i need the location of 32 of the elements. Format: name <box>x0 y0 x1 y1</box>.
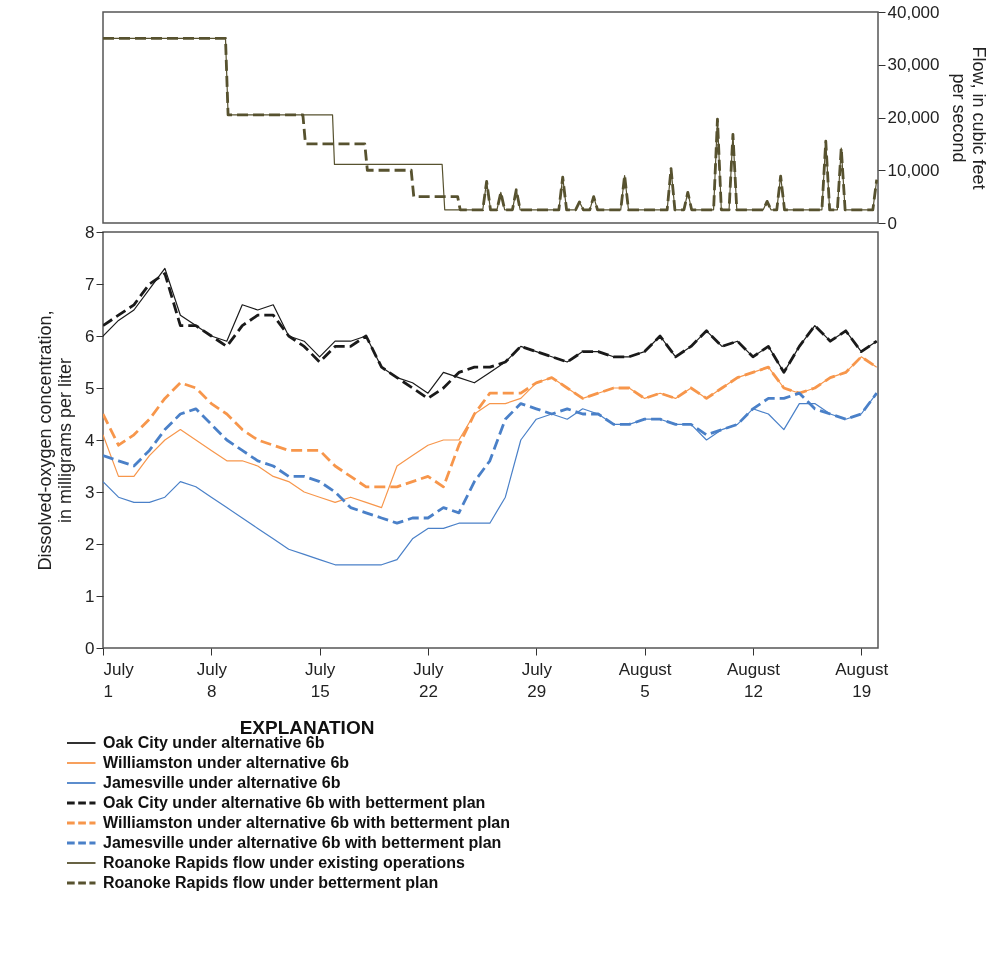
y-axis-title: Flow, in cubic feet per second <box>949 46 990 190</box>
y-tick-label: 6 <box>85 326 95 346</box>
legend-label: Williamston under alternative 6b <box>103 754 350 771</box>
x-tick-label: August 5 <box>618 659 672 701</box>
y-tick-label: 4 <box>85 430 95 450</box>
y-tick-label: 20,000 <box>887 108 940 127</box>
y-axis-title: Dissolved-oxygen concentration, in milligrams per liter <box>35 310 76 571</box>
y-tick-label: 5 <box>85 378 95 398</box>
y-tick-label: 1 <box>85 586 95 606</box>
y-tick-label: 2 <box>85 534 95 554</box>
y-tick-label: 0 <box>887 213 897 233</box>
legend-label: Oak City under alternative 6b with betterment plan <box>103 794 486 811</box>
y-tick-label: 0 <box>85 638 95 658</box>
text: Roanoke Rapids flow under existing operations <box>103 854 465 871</box>
legend-label: Oak City under alternative 6b <box>103 734 325 751</box>
y-tick-label: 8 <box>85 222 95 242</box>
x-tick-label: August 19 <box>835 659 889 701</box>
legend-label: Williamston under alternative 6b with betterment plan <box>103 814 511 831</box>
x-tick-label: July 1 <box>103 659 135 701</box>
text: Roanoke Rapids flow under betterment plan <box>103 874 439 891</box>
x-tick-label: July 29 <box>521 659 553 701</box>
x-tick-label: July 8 <box>196 659 228 701</box>
y-tick-label: 10,000 <box>887 160 940 180</box>
legend-label: Jamesville under alternative 6b <box>103 774 341 791</box>
legend-label: Jamesville under alternative 6b with betterment plan <box>103 834 502 851</box>
x-tick-label: July 15 <box>305 659 336 701</box>
y-tick-label: 40,000 <box>887 2 940 22</box>
y-tick-label: 7 <box>85 274 95 294</box>
y-tick-label: 30,000 <box>887 55 940 75</box>
x-tick-label: July 22 <box>413 659 445 701</box>
x-tick-label: August 12 <box>726 659 781 701</box>
y-tick-label: 3 <box>85 482 95 502</box>
